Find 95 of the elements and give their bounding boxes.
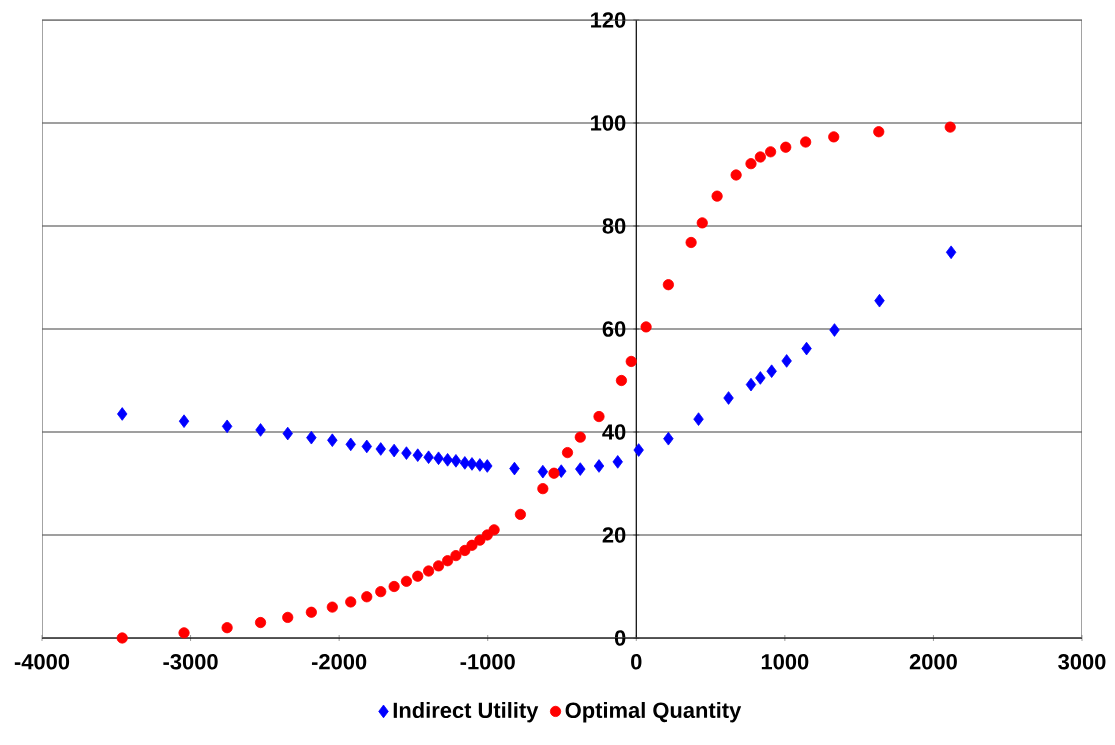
point bbox=[944, 121, 956, 133]
point bbox=[663, 431, 674, 446]
point bbox=[574, 431, 586, 443]
point bbox=[117, 407, 128, 421]
point bbox=[327, 433, 338, 448]
legend-label: Optimal Quantity bbox=[565, 701, 742, 723]
point bbox=[800, 136, 812, 148]
point bbox=[745, 377, 757, 392]
point bbox=[766, 364, 777, 378]
point bbox=[432, 560, 445, 572]
point bbox=[593, 459, 605, 473]
point bbox=[615, 374, 628, 387]
point bbox=[375, 586, 387, 598]
point bbox=[482, 459, 493, 473]
point bbox=[116, 632, 128, 644]
point bbox=[255, 423, 266, 437]
point bbox=[361, 439, 372, 454]
y-tick-label: 60 bbox=[602, 321, 626, 337]
point bbox=[345, 596, 357, 608]
point bbox=[575, 462, 586, 476]
point bbox=[423, 565, 435, 577]
point bbox=[361, 591, 373, 603]
point bbox=[685, 236, 697, 249]
point bbox=[612, 455, 623, 469]
point bbox=[442, 555, 454, 567]
point bbox=[548, 467, 560, 479]
point bbox=[801, 341, 812, 356]
legend-label: Indirect Utility bbox=[393, 701, 539, 723]
point bbox=[765, 146, 777, 158]
point bbox=[745, 158, 757, 170]
x-tick-label: -4000 bbox=[14, 654, 70, 670]
point bbox=[305, 606, 317, 618]
point bbox=[400, 575, 413, 587]
x-tick-label: 2000 bbox=[909, 654, 957, 670]
x-tick-label: -1000 bbox=[460, 654, 515, 670]
point bbox=[593, 410, 605, 423]
point bbox=[537, 464, 549, 479]
point bbox=[412, 570, 424, 582]
point bbox=[561, 447, 574, 459]
point bbox=[466, 539, 478, 551]
point bbox=[780, 141, 792, 153]
point bbox=[723, 391, 734, 405]
x-tick-label: -3000 bbox=[163, 654, 218, 670]
point bbox=[326, 601, 338, 613]
point bbox=[474, 458, 486, 472]
point bbox=[488, 524, 500, 536]
point bbox=[509, 461, 520, 476]
point bbox=[537, 483, 549, 495]
point bbox=[625, 355, 637, 368]
point bbox=[401, 446, 412, 460]
x-tick-label: 3000 bbox=[1058, 654, 1106, 670]
point bbox=[282, 426, 293, 441]
point bbox=[828, 131, 840, 143]
point bbox=[829, 323, 840, 337]
point bbox=[730, 169, 742, 181]
point bbox=[388, 443, 400, 458]
point bbox=[754, 151, 766, 163]
point bbox=[221, 419, 233, 434]
x-tick-label: -2000 bbox=[311, 654, 367, 670]
point bbox=[178, 627, 190, 639]
point bbox=[755, 371, 766, 385]
point bbox=[514, 508, 526, 520]
point bbox=[450, 550, 462, 562]
y-tick-label: 40 bbox=[602, 424, 626, 440]
point bbox=[388, 580, 400, 593]
point bbox=[442, 453, 453, 467]
point bbox=[640, 321, 652, 333]
x-tick-label: 1000 bbox=[761, 654, 809, 670]
point bbox=[178, 414, 190, 428]
point bbox=[450, 454, 462, 468]
point bbox=[433, 451, 444, 466]
point bbox=[693, 412, 704, 426]
point bbox=[423, 450, 434, 465]
point bbox=[873, 126, 885, 138]
point bbox=[282, 611, 294, 623]
point bbox=[345, 437, 356, 452]
point bbox=[711, 190, 723, 202]
y-tick-label: 20 bbox=[602, 527, 626, 543]
point bbox=[306, 430, 317, 445]
x-tick-label: 0 bbox=[631, 654, 642, 670]
point bbox=[781, 354, 792, 368]
point bbox=[254, 616, 267, 629]
point bbox=[412, 448, 423, 462]
y-tick-label: 120 bbox=[591, 12, 626, 28]
point bbox=[696, 217, 708, 229]
point bbox=[633, 443, 644, 457]
point bbox=[221, 622, 233, 634]
point bbox=[662, 279, 674, 291]
y-tick-label: 100 bbox=[591, 115, 626, 131]
point bbox=[874, 293, 885, 308]
point bbox=[466, 457, 478, 471]
point bbox=[375, 442, 386, 456]
point bbox=[945, 245, 957, 260]
y-tick-label: 80 bbox=[602, 218, 626, 234]
point bbox=[474, 534, 486, 546]
